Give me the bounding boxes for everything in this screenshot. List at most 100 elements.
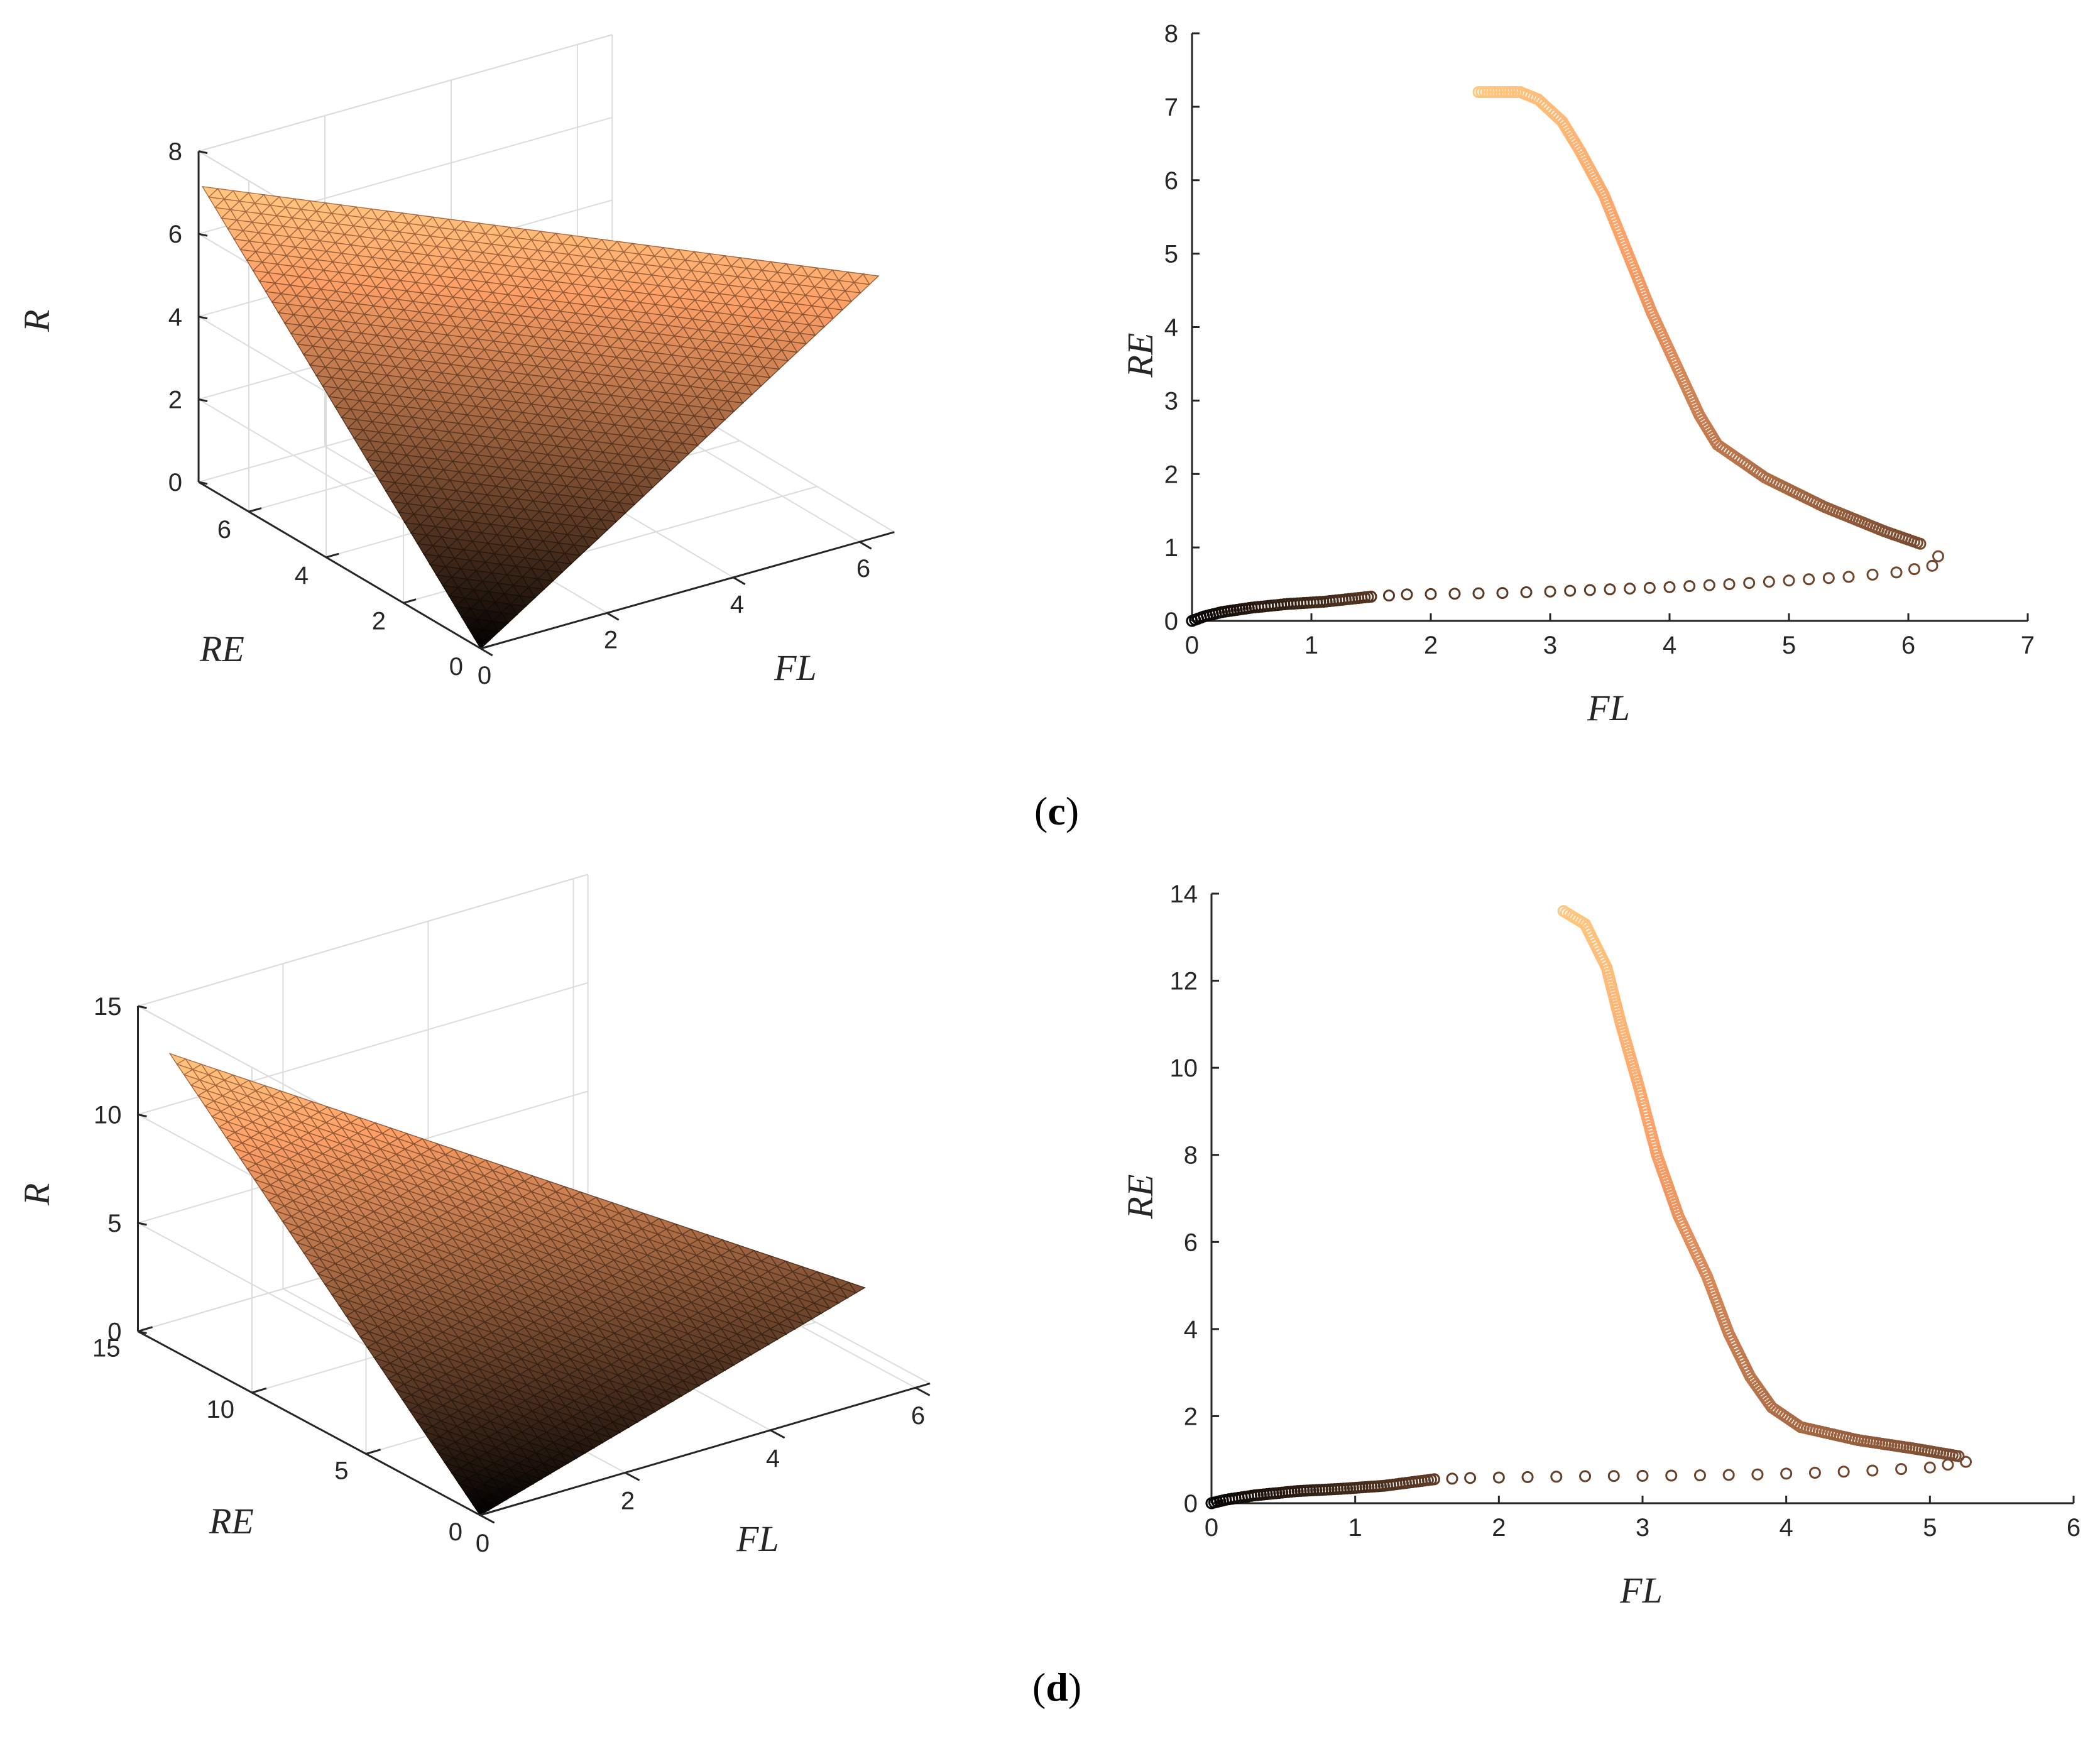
c-left-ylabel: RE <box>199 628 244 669</box>
data-point <box>1866 568 1879 581</box>
box-edge <box>198 34 613 152</box>
data-point <box>1607 1470 1620 1482</box>
r-tick-mark <box>198 150 208 155</box>
y-tick-label: 0 <box>1164 608 1178 635</box>
data-point <box>1942 1459 1954 1471</box>
y-tick-label: 3 <box>1164 387 1178 415</box>
re-tick-mark <box>248 507 262 513</box>
y-tick-label: 4 <box>1184 1316 1198 1344</box>
d-right-xlabel: FL <box>1619 1570 1663 1611</box>
y-tick-label: 1 <box>1164 534 1178 562</box>
d-left-xlabel: FL <box>736 1518 779 1559</box>
fl-tick-mark <box>479 1514 495 1524</box>
data-point <box>1808 1467 1821 1479</box>
surface-mesh-cell <box>647 244 665 257</box>
y-tick-label: 5 <box>1164 241 1178 268</box>
x-tick-label: 4 <box>1663 632 1676 659</box>
x-tick-label: 7 <box>2021 632 2035 659</box>
x-tick-label: 2 <box>1424 632 1438 659</box>
fl-tick-label: 2 <box>621 1487 635 1515</box>
data-point <box>1643 581 1656 594</box>
data-point <box>1908 563 1920 576</box>
re-tick-label: 2 <box>372 607 386 635</box>
fl-tick-label: 6 <box>856 555 870 583</box>
data-point <box>1743 577 1756 589</box>
surface-mesh-cell <box>370 208 388 221</box>
box-edge <box>138 874 588 1007</box>
c-right-xlabel: FL <box>1587 688 1630 728</box>
y-tick-label: 6 <box>1164 167 1178 195</box>
data-point <box>1425 588 1437 600</box>
data-point <box>1496 587 1509 600</box>
y-tick-label: 0 <box>1184 1490 1198 1518</box>
re-tick-label: 5 <box>334 1457 348 1485</box>
r-tick-label: 0 <box>168 469 182 496</box>
surface-mesh-cell <box>601 239 619 251</box>
data-point <box>1401 588 1413 601</box>
data-point <box>1464 1472 1477 1484</box>
r-tick-label: 8 <box>168 138 182 166</box>
d-left-ylabel: RE <box>209 1501 254 1542</box>
x-tick-label: 6 <box>2067 1514 2081 1542</box>
data-point <box>1636 1469 1649 1482</box>
data-point <box>1521 1471 1534 1483</box>
fl-tick-mark <box>733 576 746 586</box>
re-tick-label: 4 <box>295 562 309 589</box>
r-tick-mark <box>138 1114 147 1117</box>
panel-label-c-letter: c <box>1047 789 1065 833</box>
panel-label-d: (d) <box>1032 1665 1081 1709</box>
r-tick-label: 10 <box>94 1102 122 1129</box>
surface-mesh-cell <box>447 218 465 231</box>
y-tick-label: 4 <box>1164 314 1178 342</box>
surface-mesh-cell <box>217 188 234 200</box>
surface-mesh-cell <box>632 243 649 255</box>
surface-mesh-cell <box>508 226 527 239</box>
re-tick-mark <box>251 1387 267 1394</box>
data-point <box>1583 584 1596 596</box>
surface-mesh-cell <box>278 196 296 208</box>
fl-tick-mark <box>770 1429 785 1439</box>
surface-mesh-cell <box>524 228 542 241</box>
r-tick-mark <box>138 1222 147 1226</box>
re-tick-label: 0 <box>449 653 463 681</box>
data-point <box>1550 1471 1563 1483</box>
r-tick-mark <box>198 398 208 402</box>
surface-mesh-cell <box>616 241 634 253</box>
data-point <box>1544 585 1556 598</box>
r-tick-mark <box>138 1005 147 1009</box>
data-point <box>1693 1469 1706 1482</box>
surface-mesh-cell <box>462 220 480 233</box>
data-point <box>1579 1470 1592 1482</box>
surface-mesh-cell <box>417 214 434 226</box>
y-tick-label: 6 <box>1184 1229 1198 1256</box>
panel-label-c: (c) <box>1034 789 1079 833</box>
data-point <box>1751 1468 1764 1481</box>
surface-mesh-cell <box>677 249 696 261</box>
re-tick-label: 10 <box>207 1396 235 1423</box>
surface-mesh-cell <box>232 190 250 202</box>
data-point <box>1722 1469 1735 1481</box>
surface-mesh-cell <box>293 198 311 211</box>
x-tick-label: 3 <box>1543 632 1557 659</box>
surface-mesh-cell <box>570 234 588 247</box>
data-point <box>1926 559 1939 572</box>
re-tick-mark <box>366 1449 381 1455</box>
re-tick-mark <box>325 552 339 559</box>
data-point <box>1448 588 1461 600</box>
surface-mesh-cell <box>401 212 419 224</box>
surface-mesh-cell <box>493 224 511 237</box>
data-point <box>1932 550 1944 562</box>
surface-mesh-cell <box>201 185 219 198</box>
fl-tick-label: 0 <box>478 662 491 689</box>
x-tick-label: 6 <box>1901 632 1915 659</box>
data-point <box>1663 581 1676 593</box>
x-tick-label: 1 <box>1348 1514 1362 1542</box>
r-tick-mark <box>198 233 208 237</box>
x-tick-label: 5 <box>1782 632 1796 659</box>
fl-tick-mark <box>915 1386 931 1396</box>
